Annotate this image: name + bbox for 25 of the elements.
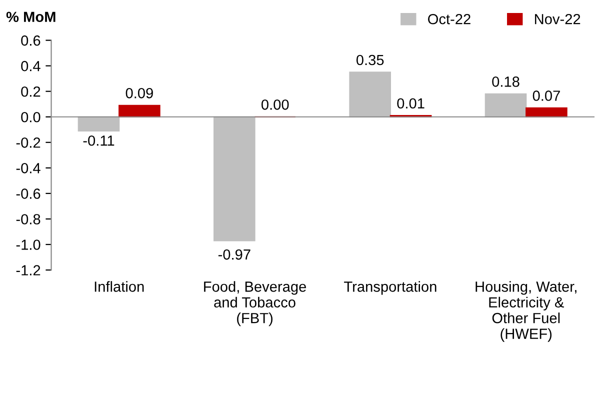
x-tick-label: Inflation — [94, 281, 144, 292]
data-label: 0.35 — [356, 54, 384, 66]
y-tick-label: 0.6 — [21, 35, 40, 46]
y-tick-label: 0.0 — [21, 112, 40, 122]
annotation: -0.97 — [218, 249, 250, 260]
y-tick-label: 0.4 — [21, 60, 40, 72]
data-label: 0.09 — [126, 88, 153, 98]
y-tick-label: -0.4 — [16, 163, 40, 174]
y-tick-label: -0.8 — [16, 214, 40, 224]
legend-label: Nov-22 — [535, 14, 580, 24]
data-label: 0.00 — [262, 99, 289, 110]
data-label: 0.18 — [492, 76, 520, 87]
data-label: 0.07 — [532, 90, 560, 101]
legend-label: Oct-22 — [428, 14, 470, 24]
y-tick-label: -0.6 — [16, 188, 40, 199]
x-tick-label: Transportation — [344, 281, 436, 295]
x-tick-label: Food, Beverage and Tobacco (FBT) — [204, 281, 306, 326]
y-tick-label: 0.2 — [21, 86, 40, 97]
y-tick-label: -1.0 — [16, 240, 40, 250]
data-label: -0.11 — [83, 135, 114, 146]
y-tick-label: -0.2 — [16, 137, 40, 148]
y-axis-title: % MoM — [6, 12, 56, 22]
y-tick-label: -1.2 — [16, 265, 40, 276]
x-tick-label: Housing, Water, Electricity & Other Fuel (HWEF) — [476, 281, 576, 342]
data-label: 0.01 — [397, 98, 424, 109]
